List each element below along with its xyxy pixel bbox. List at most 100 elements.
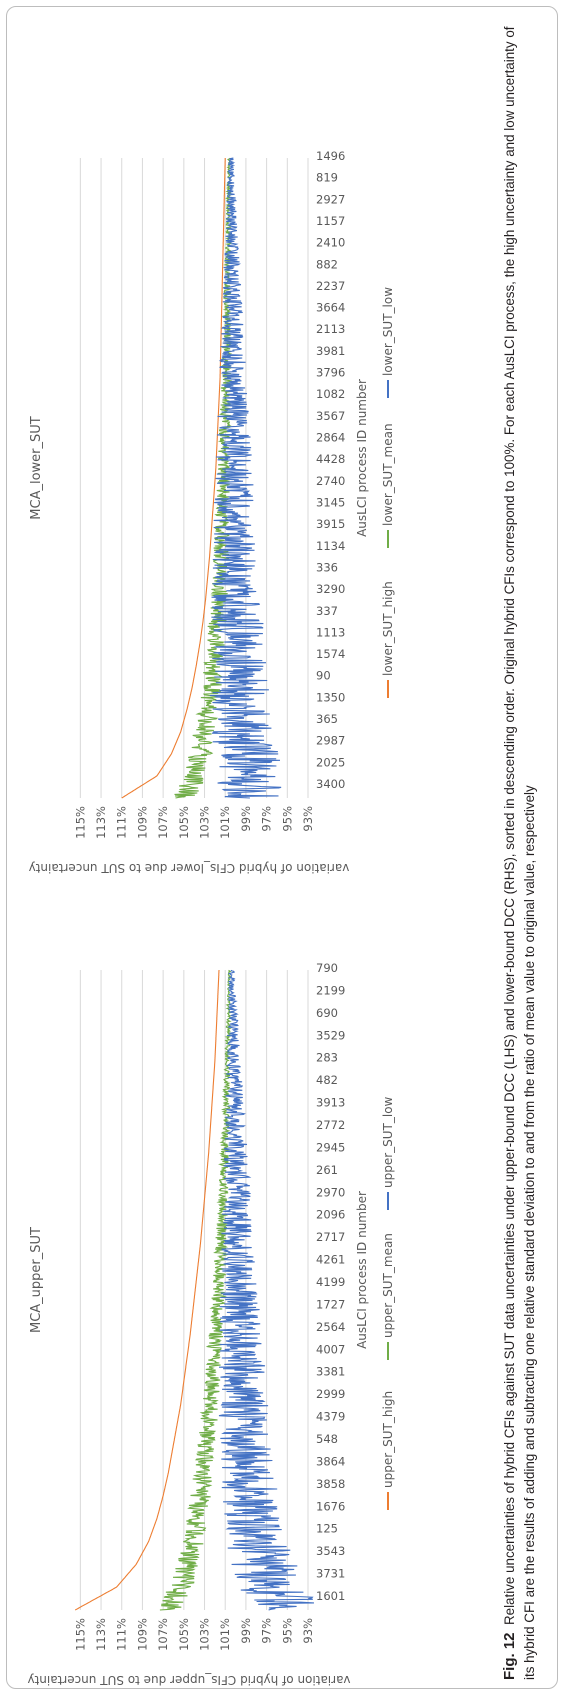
series-line-upper_SUT_mean xyxy=(159,969,232,1611)
x-tick-label: 4199 xyxy=(316,1275,345,1289)
x-tick-label: 1727 xyxy=(316,1297,345,1311)
x-tick-label: 3567 xyxy=(316,409,345,423)
x-tick-label: 4428 xyxy=(316,452,345,466)
figure-caption-text: Relative uncertainties of hybrid CFIs ag… xyxy=(502,26,537,1680)
x-tick-label: 2717 xyxy=(316,1230,345,1244)
x-tick-label: 2999 xyxy=(316,1387,345,1401)
x-tick-label: 2970 xyxy=(316,1185,345,1199)
legend-label-lower_SUT_mean: lower_SUT_mean xyxy=(381,423,395,526)
x-tick-label: 2113 xyxy=(316,322,345,336)
x-tick-label: 2199 xyxy=(316,983,345,997)
x-tick-label: 3915 xyxy=(316,517,345,531)
legend-label-upper_SUT_mean: upper_SUT_mean xyxy=(381,1233,395,1338)
y-tick-label: 111% xyxy=(115,1618,129,1651)
figure-frame xyxy=(6,6,558,1689)
x-tick-label: 2987 xyxy=(316,734,345,748)
x-tick-label: 283 xyxy=(316,1051,338,1065)
chart-title: MCA_upper_SUT xyxy=(29,1227,44,1333)
y-tick-label: 103% xyxy=(198,1618,212,1651)
series-line-lower_SUT_low xyxy=(209,157,282,799)
figure-caption: Fig. 12 Relative uncertainties of hybrid… xyxy=(500,20,560,1680)
x-tick-label: 3981 xyxy=(316,344,345,358)
legend-label-lower_SUT_low: lower_SUT_low xyxy=(381,287,395,376)
chart-mca-upper-sut: MCA_upper_SUT 93% 95% 97% 99% 101% 103% 105% 107… xyxy=(10,950,410,1690)
x-tick-label: 2740 xyxy=(316,474,345,488)
x-tick-label: 3913 xyxy=(316,1096,345,1110)
x-tick-label: 3664 xyxy=(316,301,345,315)
y-tick-label: 115% xyxy=(73,806,87,839)
x-tick-label: 548 xyxy=(316,1432,338,1446)
x-tick-label: 690 xyxy=(316,1006,338,1020)
x-tick-label: 3290 xyxy=(316,582,345,596)
y-tick-label: 97% xyxy=(260,1618,274,1644)
x-tick-label: 4261 xyxy=(316,1253,345,1267)
x-tick-label: 819 xyxy=(316,171,338,185)
y-axis-label: variation of hybrid CFIs_upper due to SU… xyxy=(27,1673,350,1687)
x-tick-label: 3796 xyxy=(316,366,345,380)
y-tick-label: 99% xyxy=(239,1618,253,1644)
x-tick-label: 3864 xyxy=(316,1454,345,1468)
x-axis-label: AusLCI process ID number xyxy=(355,1191,369,1349)
x-tick-label: 2237 xyxy=(316,279,345,293)
x-tick-label: 2410 xyxy=(316,236,345,250)
y-tick-label: 93% xyxy=(301,806,315,832)
x-tick-label: 337 xyxy=(316,604,338,618)
x-tick-label: 1350 xyxy=(316,690,345,704)
x-tick-label: 1082 xyxy=(316,387,345,401)
x-tick-label: 1134 xyxy=(316,539,345,553)
y-tick-label: 101% xyxy=(218,806,232,839)
x-tick-label: 3381 xyxy=(316,1365,345,1379)
x-tick-label: 2927 xyxy=(316,192,345,206)
x-tick-label: 365 xyxy=(316,712,338,726)
x-tick-label: 1496 xyxy=(316,149,345,163)
chart-lower-svg: MCA_lower_SUT 93% 95% 97% 99% 101% 103% 105% 107… xyxy=(29,149,395,875)
x-tick-label: 2564 xyxy=(316,1320,345,1334)
x-tick-label: 1601 xyxy=(316,1589,345,1603)
y-tick-label: 107% xyxy=(156,1618,170,1651)
x-tick-label: 2025 xyxy=(316,755,345,769)
chart-mca-lower-sut: MCA_lower_SUT 93% 95% 97% 99% 101% 103% 105% 107… xyxy=(10,138,410,878)
x-tick-label: 482 xyxy=(316,1073,338,1087)
y-tick-label: 105% xyxy=(177,806,191,839)
legend-label-upper_SUT_high: upper_SUT_high xyxy=(381,1391,395,1488)
x-tick-label: 3400 xyxy=(316,777,345,791)
x-tick-label: 125 xyxy=(316,1522,338,1536)
y-tick-label: 113% xyxy=(94,806,108,839)
x-tick-label: 882 xyxy=(316,257,338,271)
y-tick-label: 105% xyxy=(177,1618,191,1651)
x-tick-label: 1157 xyxy=(316,214,345,228)
y-tick-label: 93% xyxy=(301,1618,315,1644)
y-tick-label: 113% xyxy=(94,1618,108,1651)
y-tick-label: 101% xyxy=(218,1618,232,1651)
x-tick-label: 3858 xyxy=(316,1477,345,1491)
chart-title: MCA_lower_SUT xyxy=(29,416,44,519)
y-tick-label: 97% xyxy=(260,806,274,832)
x-tick-label: 3529 xyxy=(316,1028,345,1042)
x-tick-label: 4007 xyxy=(316,1342,345,1356)
x-tick-label: 790 xyxy=(316,961,338,975)
x-tick-label: 90 xyxy=(316,669,331,683)
y-tick-label: 95% xyxy=(280,806,294,832)
y-tick-label: 99% xyxy=(239,806,253,832)
series-line-upper_SUT_high xyxy=(74,970,220,1611)
x-tick-label: 336 xyxy=(316,560,338,574)
x-tick-label: 1574 xyxy=(316,647,345,661)
x-axis-label: AusLCI process ID number xyxy=(355,379,369,537)
x-tick-label: 2864 xyxy=(316,431,345,445)
x-tick-label: 3543 xyxy=(316,1544,345,1558)
x-tick-label: 2945 xyxy=(316,1140,345,1154)
legend-label-lower_SUT_high: lower_SUT_high xyxy=(381,581,395,676)
x-tick-label: 1676 xyxy=(316,1499,345,1513)
x-tick-label: 1113 xyxy=(316,625,345,639)
x-tick-label: 2096 xyxy=(316,1208,345,1222)
figure-label: Fig. 12 xyxy=(501,1632,518,1680)
y-tick-label: 115% xyxy=(73,1618,87,1651)
y-tick-label: 107% xyxy=(156,806,170,839)
series-line-upper_SUT_low xyxy=(218,969,315,1611)
y-tick-label: 109% xyxy=(135,1618,149,1651)
y-tick-label: 95% xyxy=(280,1618,294,1644)
y-tick-label: 111% xyxy=(115,806,129,839)
y-tick-label: 109% xyxy=(135,806,149,839)
y-axis-label: variation of hybrid CFIs_lower due to SU… xyxy=(29,861,350,875)
x-tick-label: 261 xyxy=(316,1163,338,1177)
